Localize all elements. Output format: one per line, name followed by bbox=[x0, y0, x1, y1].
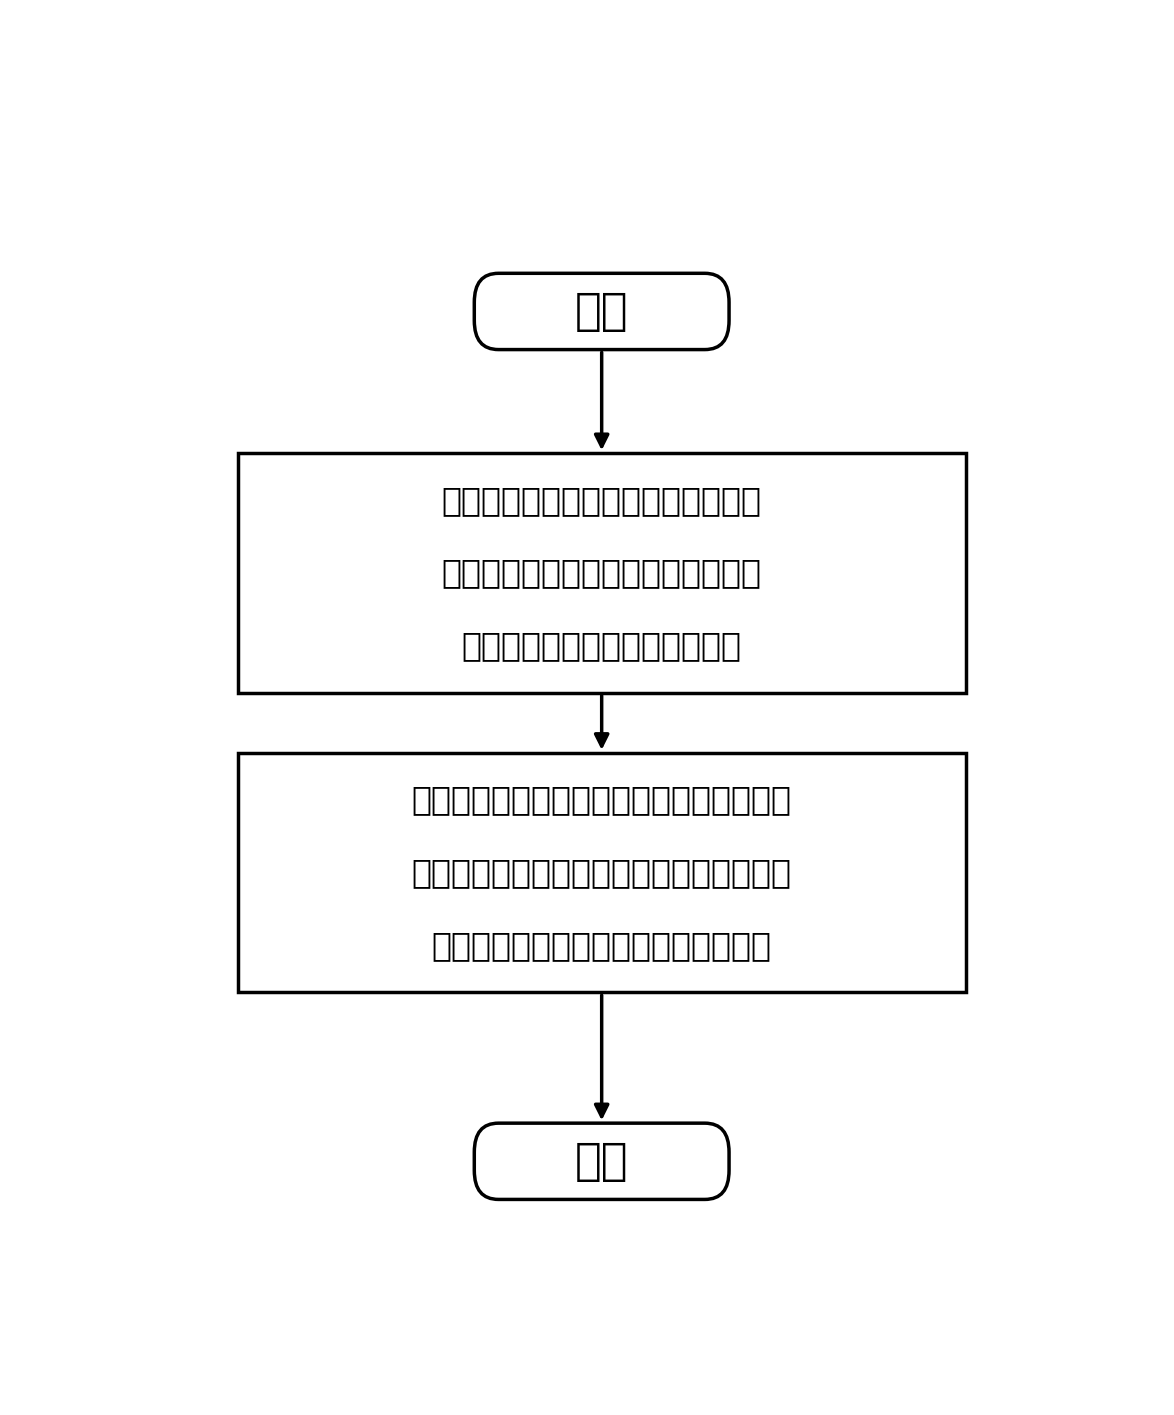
Text: 先方向为基准计算三轴矢量表示: 先方向为基准计算三轴矢量表示 bbox=[461, 630, 742, 662]
Text: 量表示和调整矩阵，给出对日定向目标坐标: 量表示和调整矩阵，给出对日定向目标坐标 bbox=[412, 856, 791, 889]
Bar bbox=[237, 453, 966, 693]
Text: 指向太阳方向和地心方向的轴，以优: 指向太阳方向和地心方向的轴，以优 bbox=[441, 556, 762, 590]
FancyBboxPatch shape bbox=[474, 273, 729, 350]
Text: 根据太阳矢量和地心矢量在参考坐标系的分: 根据太阳矢量和地心矢量在参考坐标系的分 bbox=[412, 784, 791, 816]
Text: 根据对日定向目标坐标系中需要分别: 根据对日定向目标坐标系中需要分别 bbox=[441, 484, 762, 516]
FancyBboxPatch shape bbox=[474, 1124, 729, 1200]
Bar bbox=[237, 753, 966, 992]
Text: 结束: 结束 bbox=[575, 1140, 628, 1183]
Text: 开始: 开始 bbox=[575, 290, 628, 333]
Text: 系相对于参考坐标系的转换矩阵表达式: 系相对于参考坐标系的转换矩阵表达式 bbox=[432, 928, 771, 962]
